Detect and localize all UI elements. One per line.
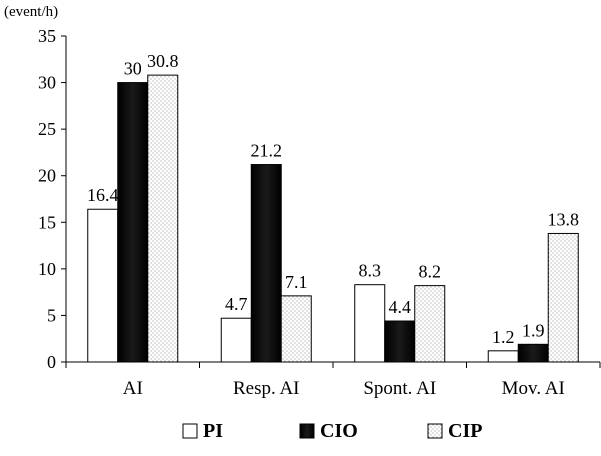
data-label: 21.2 bbox=[251, 141, 283, 161]
bars bbox=[87, 74, 579, 363]
legend-swatch-cip bbox=[427, 423, 443, 439]
data-label: 4.4 bbox=[389, 297, 412, 317]
x-tick-label: Spont. AI bbox=[363, 378, 436, 399]
bar-cio bbox=[250, 164, 282, 363]
legend-label-cio: CIO bbox=[320, 420, 358, 442]
axes: 0 5 10 15 20 25 30 35 AI Resp. AI Spont. AI Mov. AI bbox=[38, 26, 601, 399]
bar-pi bbox=[487, 350, 519, 363]
legend-swatch-pi bbox=[182, 423, 198, 439]
data-label: 30.8 bbox=[147, 51, 179, 71]
y-tick-label: 0 bbox=[47, 352, 56, 372]
y-tick-label: 35 bbox=[38, 26, 56, 46]
bar-cip bbox=[414, 285, 446, 363]
data-labels: 16.4 30 30.8 4.7 21.2 7.1 8.3 4.4 8.2 1.2 1.9 13.8 bbox=[87, 51, 579, 347]
bar-cip bbox=[147, 74, 179, 363]
data-label: 1.2 bbox=[492, 327, 515, 347]
bar-cio bbox=[517, 343, 549, 363]
data-label: 8.2 bbox=[419, 262, 442, 282]
bar-cip bbox=[547, 232, 579, 363]
data-label: 13.8 bbox=[548, 209, 580, 229]
data-label: 8.3 bbox=[359, 261, 382, 281]
y-tick-label: 10 bbox=[38, 259, 56, 279]
x-tick-label: Mov. AI bbox=[502, 378, 565, 399]
legend: PI CIO CIP bbox=[182, 420, 482, 442]
bar-cio bbox=[117, 82, 149, 363]
y-tick-label: 20 bbox=[38, 166, 56, 186]
bar-cio bbox=[384, 320, 416, 363]
y-axis-unit-label: (event/h) bbox=[4, 4, 58, 20]
x-tick-label: Resp. AI bbox=[233, 378, 300, 399]
y-tick-label: 15 bbox=[38, 212, 56, 232]
legend-label-cip: CIP bbox=[448, 420, 482, 442]
y-tick-label: 25 bbox=[38, 119, 56, 139]
data-label: 7.1 bbox=[285, 272, 308, 292]
bar-pi bbox=[354, 284, 386, 363]
data-label: 16.4 bbox=[87, 185, 119, 205]
y-tick-label: 30 bbox=[38, 73, 56, 93]
y-tick-label: 5 bbox=[47, 305, 56, 325]
bar-pi bbox=[87, 208, 119, 363]
data-label: 4.7 bbox=[225, 294, 248, 314]
data-label: 30 bbox=[124, 59, 142, 79]
bar-cip bbox=[280, 295, 312, 363]
bar-pi bbox=[220, 317, 252, 363]
data-label: 1.9 bbox=[522, 320, 545, 340]
legend-swatch-cio bbox=[299, 423, 315, 439]
x-tick-label: AI bbox=[123, 378, 143, 399]
legend-label-pi: PI bbox=[203, 420, 223, 442]
